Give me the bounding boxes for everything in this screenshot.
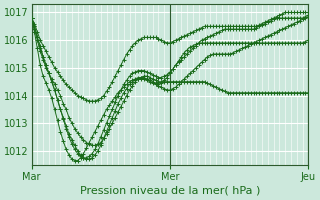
X-axis label: Pression niveau de la mer( hPa ): Pression niveau de la mer( hPa ) <box>80 186 260 196</box>
